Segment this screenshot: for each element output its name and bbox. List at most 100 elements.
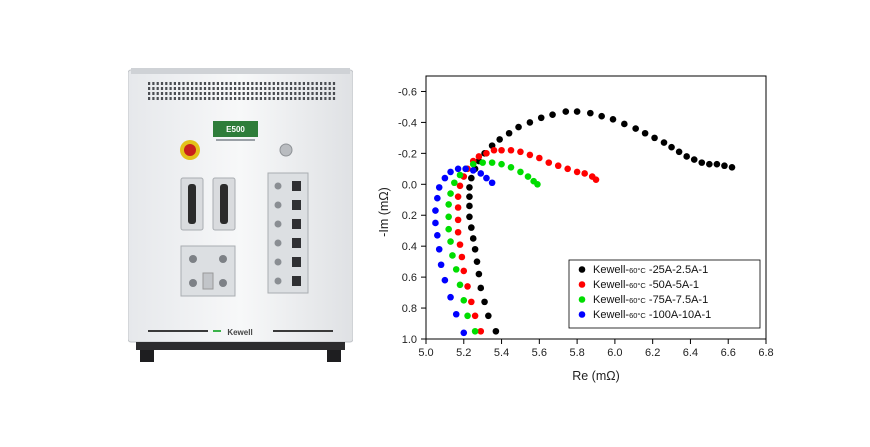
data-point <box>515 123 522 131</box>
data-point <box>445 201 452 208</box>
data-point <box>477 170 485 177</box>
data-point <box>445 225 452 233</box>
data-point <box>434 232 441 239</box>
data-point <box>471 327 479 335</box>
model-label: E500 <box>226 125 245 134</box>
data-point <box>454 228 462 236</box>
data-point <box>483 150 490 157</box>
port-icon <box>292 238 301 248</box>
data-point <box>728 163 736 171</box>
data-point <box>592 176 600 183</box>
x-tick-label: 5.0 <box>418 347 433 359</box>
legend: Kewell-60°C -25A-2.5A-1 Kewell-60°C -50A-… <box>568 259 761 329</box>
cabinet-top <box>131 68 350 74</box>
model-display <box>213 121 258 137</box>
knob-icon <box>274 201 282 209</box>
data-point <box>466 193 473 200</box>
data-point <box>441 276 449 284</box>
data-point <box>437 261 445 269</box>
data-point <box>549 111 556 118</box>
legend-entry: Kewell-60°C -25A-2.5A-1 <box>593 264 708 276</box>
data-point <box>517 148 524 156</box>
legend-entry: Kewell-60°C -100A-10A-1 <box>593 309 711 321</box>
data-point <box>621 120 628 128</box>
data-point <box>432 207 439 214</box>
x-axis-title: Re (mΩ) <box>572 369 620 383</box>
power-button-icon <box>279 143 293 157</box>
knob-icon <box>274 277 282 285</box>
legend-marker <box>578 266 586 273</box>
data-point <box>477 284 485 292</box>
data-point <box>488 159 496 166</box>
data-point <box>683 153 690 160</box>
data-point <box>466 213 473 221</box>
data-point <box>485 312 492 320</box>
data-point <box>456 241 464 248</box>
x-tick-label: 5.6 <box>532 347 547 359</box>
data-point <box>536 154 543 162</box>
series-2 <box>454 146 600 335</box>
port-icon <box>292 181 301 191</box>
port-icon <box>292 276 301 286</box>
data-point <box>660 139 668 146</box>
data-point <box>432 219 439 227</box>
data-point <box>483 174 490 182</box>
data-point <box>469 160 477 168</box>
data-point <box>447 238 454 245</box>
y-tick-label: 0.2 <box>402 210 417 222</box>
data-point <box>468 224 475 231</box>
brand-label: Kewell <box>227 328 252 337</box>
y-tick-label: -0.2 <box>398 148 417 160</box>
y-tick-label: 1.0 <box>402 334 417 346</box>
data-point <box>468 298 475 306</box>
knob-icon <box>274 239 282 247</box>
data-point <box>675 148 683 156</box>
data-point <box>524 173 532 180</box>
data-point <box>456 182 464 190</box>
data-point <box>562 108 570 115</box>
port-icon <box>292 200 301 210</box>
data-point <box>454 193 462 200</box>
data-point <box>479 159 486 166</box>
x-tick-label: 6.2 <box>645 347 660 359</box>
data-point <box>641 129 649 137</box>
data-point <box>475 270 483 278</box>
data-point <box>447 168 454 176</box>
data-point <box>706 160 713 168</box>
y-tick-label: 0.4 <box>402 241 417 253</box>
data-point <box>573 168 581 176</box>
data-point <box>477 327 485 335</box>
data-point <box>507 146 515 154</box>
data-point <box>490 146 498 154</box>
data-point <box>447 293 454 301</box>
data-point <box>449 252 456 259</box>
foot-right <box>327 350 341 362</box>
data-point <box>434 194 441 202</box>
data-point <box>464 283 471 290</box>
data-point <box>498 146 505 154</box>
data-point <box>526 151 534 159</box>
data-point <box>632 125 639 132</box>
data-point <box>573 108 581 115</box>
data-point <box>456 281 464 289</box>
data-point <box>690 156 698 163</box>
data-point <box>507 163 515 171</box>
data-point <box>460 267 468 275</box>
y-tick-label: -0.4 <box>398 117 417 129</box>
data-point <box>456 171 464 179</box>
data-point <box>452 310 460 318</box>
plot-frame <box>425 75 767 340</box>
vent-grille <box>148 82 336 100</box>
data-point <box>517 168 524 176</box>
data-point <box>498 160 505 168</box>
cabinet-body <box>128 69 353 343</box>
data-point <box>460 329 468 337</box>
port-icon <box>292 219 301 229</box>
data-point <box>460 297 468 304</box>
data-point <box>651 134 658 142</box>
y-axis-title: -Im (mΩ) <box>377 187 391 237</box>
data-point <box>469 167 477 174</box>
legend-entry: Kewell-60°C -50A-5A-1 <box>593 279 699 291</box>
data-point <box>462 165 469 173</box>
x-tick-label: 6.0 <box>607 347 622 359</box>
